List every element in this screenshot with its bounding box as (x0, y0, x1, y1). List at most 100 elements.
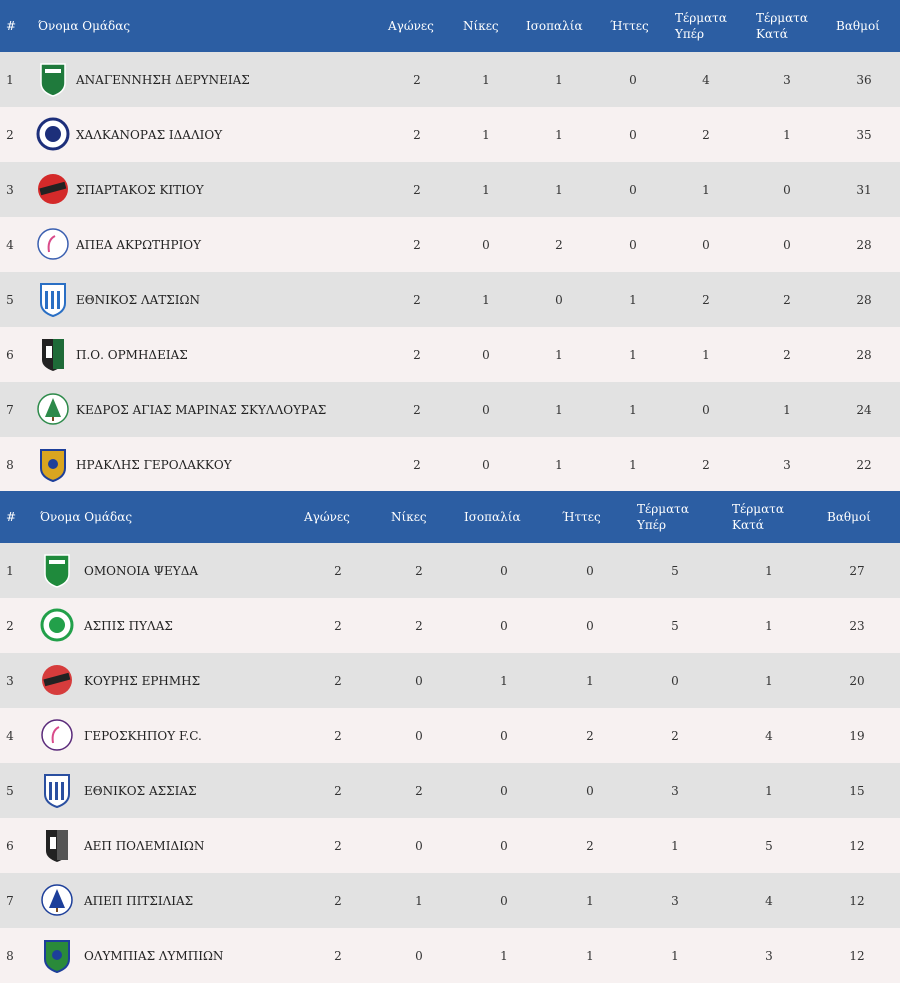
draws-cell: 1 (555, 402, 563, 417)
team-crest-icon (36, 391, 70, 427)
team-crest-icon (40, 937, 74, 973)
losses-cell: 2 (586, 728, 594, 743)
team-name[interactable]: ΑΝΑΓΕΝΝΗΣΗ ΔΕΡΥΝΕΙΑΣ (76, 72, 250, 87)
wins-cell: 0 (482, 237, 490, 252)
draws-cell: 1 (500, 673, 508, 688)
table-row: 4 ΑΠΕΑ ΑΚΡΩΤΗΡΙΟΥ 2 0 2 0 0 0 28 (0, 217, 900, 272)
goals-for-cell: 5 (671, 563, 679, 578)
wins-cell: 0 (415, 728, 423, 743)
played-cell: 2 (334, 728, 342, 743)
draws-cell: 1 (555, 182, 563, 197)
losses-cell: 1 (586, 673, 594, 688)
table-row: 3 ΚΟΥΡΗΣ ΕΡΗΜΗΣ 2 0 1 1 0 1 20 (0, 653, 900, 708)
wins-cell: 1 (415, 893, 423, 908)
team-name[interactable]: ΑΠΕΠ ΠΙΤΣΙΛΙΑΣ (84, 893, 194, 908)
rank-cell: 7 (6, 402, 14, 417)
team-crest-icon (36, 281, 70, 317)
team-crest-icon (36, 116, 70, 152)
team-name[interactable]: ΟΛΥΜΠΙΑΣ ΛΥΜΠΙΩΝ (84, 948, 224, 963)
goals-against-cell: 1 (783, 127, 791, 142)
team-name[interactable]: ΚΕΔΡΟΣ ΑΓΙΑΣ ΜΑΡΙΝΑΣ ΣΚΥΛΛΟΥΡΑΣ (76, 402, 327, 417)
team-name[interactable]: ΗΡΑΚΛΗΣ ΓΕΡΟΛΑΚΚΟΥ (76, 457, 232, 472)
team-name[interactable]: ΑΣΠΙΣ ΠΥΛΑΣ (84, 618, 173, 633)
played-cell: 2 (334, 563, 342, 578)
header-points: Βαθμοί (836, 19, 880, 33)
team-name[interactable]: ΣΠΑΡΤΑΚΟΣ ΚΙΤΙΟΥ (76, 182, 204, 197)
goals-for-cell: 3 (671, 783, 679, 798)
losses-cell: 2 (586, 838, 594, 853)
table-row: 5 ΕΘΝΙΚΟΣ ΛΑΤΣΙΩΝ 2 1 0 1 2 2 28 (0, 272, 900, 327)
losses-cell: 0 (586, 618, 594, 633)
draws-cell: 2 (555, 237, 563, 252)
draws-cell: 0 (500, 838, 508, 853)
rank-cell: 4 (6, 237, 14, 252)
header-team: Όνομα Ομάδας (40, 510, 133, 524)
team-name[interactable]: ΧΑΛΚΑΝΟΡΑΣ ΙΔΑΛΙΟΥ (76, 127, 223, 142)
rank-cell: 1 (6, 72, 14, 87)
table-row: 4 ΓΕΡΟΣΚΗΠΟΥ F.C. 2 0 0 2 2 4 19 (0, 708, 900, 763)
team-crest-icon (40, 662, 74, 698)
team-crest-icon (40, 717, 74, 753)
team-crest-icon (40, 552, 74, 588)
team-crest-icon (36, 171, 70, 207)
losses-cell: 0 (629, 72, 637, 87)
points-cell: 12 (849, 838, 865, 853)
goals-for-cell: 1 (671, 838, 679, 853)
losses-cell: 0 (629, 237, 637, 252)
rank-cell: 2 (6, 127, 14, 142)
team-name[interactable]: ΑΕΠ ΠΟΛΕΜΙΔΙΩΝ (84, 838, 205, 853)
wins-cell: 0 (482, 347, 490, 362)
team-name[interactable]: Π.Ο. ΟΡΜΗΔΕΙΑΣ (76, 347, 188, 362)
goals-against-cell: 4 (765, 893, 773, 908)
points-cell: 28 (856, 237, 872, 252)
wins-cell: 0 (415, 838, 423, 853)
rank-cell: 3 (6, 182, 14, 197)
team-name[interactable]: ΓΕΡΟΣΚΗΠΟΥ F.C. (84, 728, 202, 743)
wins-cell: 0 (415, 673, 423, 688)
played-cell: 2 (413, 347, 421, 362)
team-name[interactable]: ΕΘΝΙΚΟΣ ΑΣΣΙΑΣ (84, 783, 197, 798)
standings-table-1: # Όνομα Ομάδας Αγώνες Νίκες Ισοπαλία Ήττ… (0, 0, 900, 492)
table-row: 5 ΕΘΝΙΚΟΣ ΑΣΣΙΑΣ 2 2 0 0 3 1 15 (0, 763, 900, 818)
goals-against-cell: 1 (765, 618, 773, 633)
table-body: 1 ΑΝΑΓΕΝΝΗΣΗ ΔΕΡΥΝΕΙΑΣ 2 1 1 0 4 3 36 2 ΧΑΛΚΑΝΟΡΑΣ… (0, 52, 900, 492)
rank-cell: 8 (6, 948, 14, 963)
played-cell: 2 (413, 72, 421, 87)
points-cell: 19 (849, 728, 865, 743)
points-cell: 36 (856, 72, 872, 87)
team-name[interactable]: ΟΜΟΝΟΙΑ ΨΕΥΔΑ (84, 563, 199, 578)
goals-against-cell: 3 (765, 948, 773, 963)
goals-against-cell: 0 (783, 237, 791, 252)
team-name[interactable]: ΑΠΕΑ ΑΚΡΩΤΗΡΙΟΥ (76, 237, 202, 252)
goals-against-cell: 3 (783, 72, 791, 87)
points-cell: 28 (856, 292, 872, 307)
goals-for-cell: 1 (671, 948, 679, 963)
goals-against-cell: 3 (783, 457, 791, 472)
rank-cell: 2 (6, 618, 14, 633)
goals-for-cell: 0 (702, 237, 710, 252)
table-header: # Όνομα Ομάδας Αγώνες Νίκες Ισοπαλία Ήττ… (0, 491, 900, 543)
wins-cell: 2 (415, 618, 423, 633)
team-name[interactable]: ΕΘΝΙΚΟΣ ΛΑΤΣΙΩΝ (76, 292, 200, 307)
table-row: 6 ΑΕΠ ΠΟΛΕΜΙΔΙΩΝ 2 0 0 2 1 5 12 (0, 818, 900, 873)
draws-cell: 1 (555, 72, 563, 87)
rank-cell: 8 (6, 457, 14, 472)
header-losses: Ήττες (562, 510, 601, 524)
header-goals-for: Τέρματα Υπέρ (675, 11, 727, 41)
points-cell: 22 (856, 457, 872, 472)
draws-cell: 0 (500, 618, 508, 633)
played-cell: 2 (334, 673, 342, 688)
header-wins: Νίκες (463, 19, 499, 33)
wins-cell: 2 (415, 563, 423, 578)
goals-for-cell: 5 (671, 618, 679, 633)
goals-against-cell: 2 (783, 347, 791, 362)
team-name[interactable]: ΚΟΥΡΗΣ ΕΡΗΜΗΣ (84, 673, 201, 688)
header-points: Βαθμοί (827, 510, 871, 524)
table-row: 2 ΑΣΠΙΣ ΠΥΛΑΣ 2 2 0 0 5 1 23 (0, 598, 900, 653)
draws-cell: 1 (555, 457, 563, 472)
goals-for-cell: 3 (671, 893, 679, 908)
standings-table-2: # Όνομα Ομάδας Αγώνες Νίκες Ισοπαλία Ήττ… (0, 491, 900, 983)
played-cell: 2 (334, 618, 342, 633)
goals-for-cell: 0 (671, 673, 679, 688)
goals-against-cell: 1 (783, 402, 791, 417)
